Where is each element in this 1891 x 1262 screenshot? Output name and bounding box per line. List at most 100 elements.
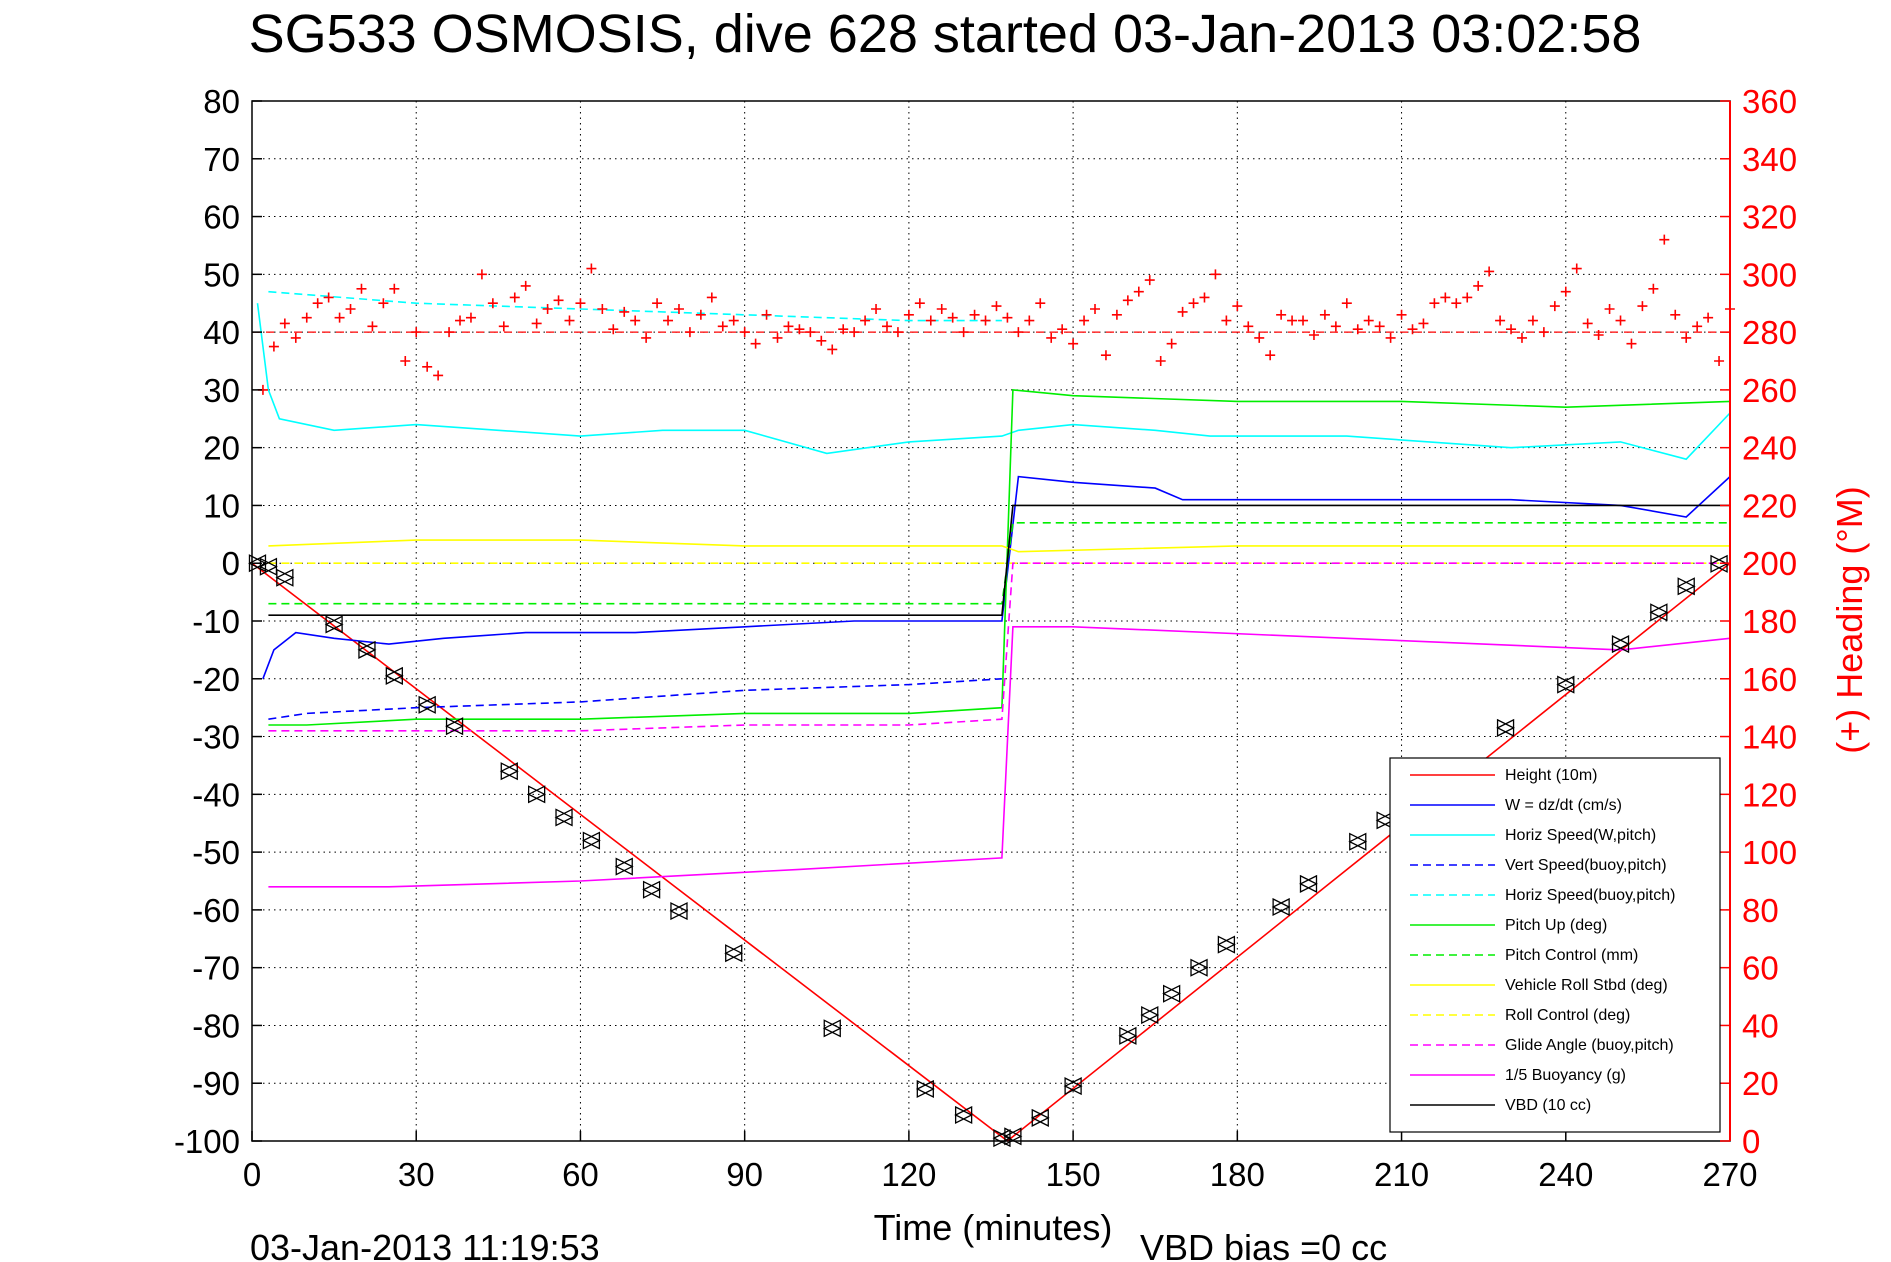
heading-point: [695, 309, 706, 320]
height-marker: [992, 1129, 1012, 1148]
x-tick-label: 270: [1702, 1156, 1757, 1193]
ticks-layer: 0 30 60 90 120 150 180 210 240 270 80 70 60 50 40 30 20 1…: [174, 83, 1797, 1193]
heading-point: [794, 324, 805, 335]
x-axis-label: Time (minutes): [874, 1207, 1113, 1248]
heading-point: [728, 315, 739, 326]
heading-point: [608, 324, 619, 335]
heading-point: [827, 344, 838, 355]
heading-point: [1626, 338, 1637, 349]
x-tick-label: 0: [243, 1156, 261, 1193]
heading-point: [1298, 315, 1309, 326]
height-marker: [258, 557, 278, 576]
legend-label: Horiz Speed(buoy,pitch): [1505, 887, 1675, 904]
series-line-7: [268, 539, 1730, 553]
y-tick-label: -90: [192, 1065, 240, 1102]
y-tick-label: -10: [192, 603, 240, 640]
heading-point: [520, 280, 531, 291]
heading-point: [389, 283, 400, 294]
heading-point: [1210, 269, 1221, 280]
series-line-9: [268, 562, 1730, 732]
right-tick-label: 180: [1742, 603, 1797, 640]
heading-point: [1100, 350, 1111, 361]
heading-point: [1582, 318, 1593, 329]
heading-point: [1068, 338, 1079, 349]
right-tick-label: 300: [1742, 256, 1797, 293]
heading-point: [531, 318, 542, 329]
heading-point: [1571, 263, 1582, 274]
heading-point: [1254, 332, 1265, 343]
heading-point: [422, 361, 433, 372]
heading-point: [1057, 324, 1068, 335]
heading-point: [1046, 332, 1057, 343]
heading-point: [663, 315, 674, 326]
chart-title: SG533 OSMOSIS, dive 628 started 03-Jan-2…: [249, 4, 1642, 64]
legend-label: Horiz Speed(W,pitch): [1505, 827, 1656, 844]
heading-point: [575, 298, 586, 309]
heading-point: [1024, 315, 1035, 326]
height-marker: [724, 944, 744, 963]
height-marker: [1189, 958, 1209, 977]
heading-point: [1440, 292, 1451, 303]
heading-point: [1385, 332, 1396, 343]
legend-label: VBD (10 cc): [1505, 1097, 1591, 1114]
heading-point: [871, 304, 882, 314]
heading-point: [1177, 306, 1188, 317]
heading-point: [400, 356, 411, 366]
height-marker: [527, 785, 547, 804]
heading-point: [936, 304, 947, 314]
heading-point: [969, 309, 980, 320]
heading-point: [1199, 292, 1210, 303]
heading-point: [1604, 304, 1615, 314]
heading-point: [542, 304, 553, 314]
right-tick-label: 80: [1742, 892, 1779, 929]
y-tick-label: 80: [203, 83, 240, 120]
heading-point: [564, 315, 575, 326]
series-line-4: [268, 290, 1002, 322]
legend-label: Pitch Control (mm): [1505, 947, 1638, 964]
heading-point: [1352, 324, 1363, 335]
heading-point: [925, 315, 936, 326]
heading-point: [1079, 315, 1090, 326]
heading-point: [1714, 356, 1725, 366]
right-axis-label: (+) Heading (°M): [1829, 486, 1870, 753]
height-marker: [1676, 577, 1696, 596]
x-tick-label: 120: [881, 1156, 936, 1193]
heading-point: [1265, 350, 1276, 361]
height-marker: [614, 857, 634, 876]
heading-point: [1462, 292, 1473, 303]
heading-point: [1232, 301, 1243, 312]
heading-point: [290, 332, 301, 343]
heading-point: [1473, 280, 1484, 291]
legend: Height (10m) W = dz/dt (cm/s) Horiz Speed(…: [1389, 757, 1721, 1133]
heading-point: [1002, 312, 1013, 323]
heading-point: [334, 312, 345, 323]
heading-point: [619, 306, 630, 317]
heading-point: [1484, 266, 1495, 277]
heading-point: [1111, 309, 1122, 320]
heading-point: [1418, 318, 1429, 329]
heading-point: [487, 298, 498, 309]
heading-point: [772, 332, 783, 343]
heading-point: [1670, 309, 1681, 320]
heading-point: [1648, 283, 1659, 294]
legend-label: Vert Speed(buoy,pitch): [1505, 857, 1667, 874]
x-tick-label: 60: [562, 1156, 599, 1193]
heading-point: [684, 327, 695, 338]
height-marker: [499, 762, 519, 781]
y-tick-label: 0: [222, 545, 240, 582]
x-tick-label: 90: [726, 1156, 763, 1193]
heading-point: [761, 309, 772, 320]
heading-point: [444, 327, 455, 338]
legend-label: Vehicle Roll Stbd (deg): [1505, 977, 1668, 994]
x-tick-label: 150: [1046, 1156, 1101, 1193]
heading-point: [1243, 321, 1254, 332]
heading-point: [980, 315, 991, 326]
height-marker: [822, 1019, 842, 1038]
heading-point: [553, 295, 564, 306]
heading-point: [1287, 315, 1298, 326]
right-tick-label: 200: [1742, 545, 1797, 582]
x-tick-label: 180: [1210, 1156, 1265, 1193]
heading-point: [1615, 315, 1626, 326]
right-tick-label: 220: [1742, 487, 1797, 524]
heading-point: [1188, 298, 1199, 309]
